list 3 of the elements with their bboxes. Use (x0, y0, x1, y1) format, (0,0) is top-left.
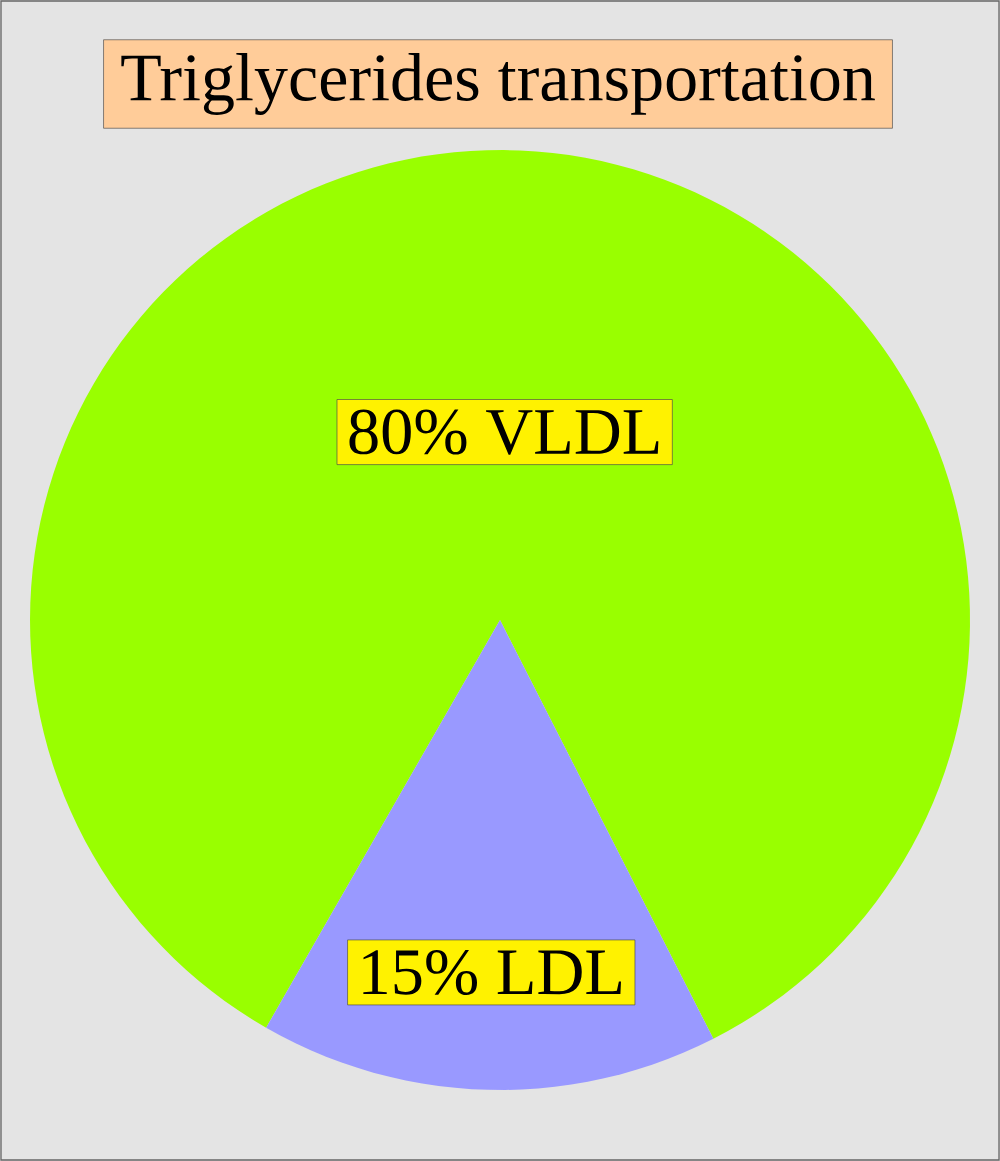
slice-label: 80% VLDL (349, 409, 659, 455)
slice-label: 15% LDL (363, 949, 621, 995)
chart-title: Triglycerides transportation (121, 53, 875, 115)
